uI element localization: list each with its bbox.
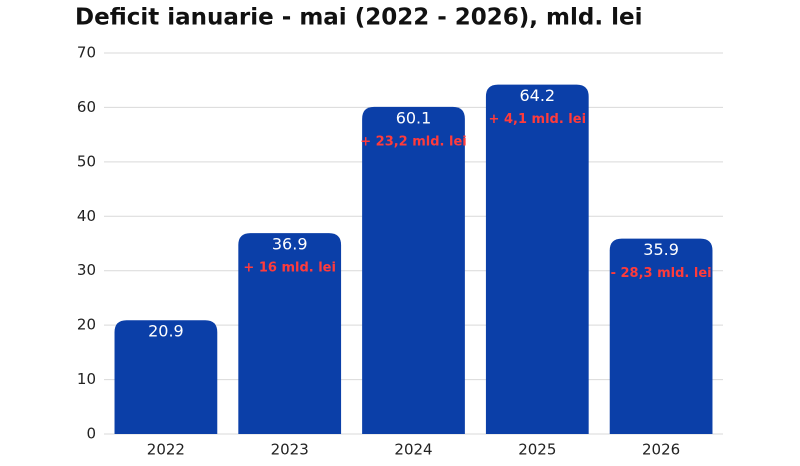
annotation: + 4,1 mld. lei [489, 112, 586, 127]
value-label: 20.9 [148, 322, 184, 341]
bar [114, 320, 218, 434]
annotation: + 23,2 mld. lei [360, 134, 467, 149]
bar [362, 106, 465, 435]
x-tick-label: 2023 [271, 441, 309, 459]
x-tick-label: 2026 [642, 441, 680, 459]
y-tick-label: 50 [77, 152, 96, 170]
y-tick-label: 40 [77, 207, 96, 225]
value-label: 35.9 [643, 240, 679, 259]
bar [238, 233, 342, 434]
bar [609, 238, 713, 434]
value-label: 64.2 [519, 86, 555, 105]
value-label: 36.9 [272, 235, 308, 254]
annotation: - 28,3 mld. lei [611, 266, 712, 281]
x-tick-label: 2022 [147, 441, 185, 459]
y-tick-label: 60 [77, 98, 96, 116]
annotation: + 16 mld. lei [243, 261, 336, 276]
y-tick-label: 10 [77, 370, 96, 388]
x-tick-label: 2024 [394, 441, 432, 459]
chart-title: Deficit ianuarie - mai (2022 - 2026), ml… [75, 5, 642, 31]
value-label: 60.1 [396, 108, 432, 127]
y-tick-label: 70 [77, 44, 96, 62]
y-tick-label: 30 [77, 261, 96, 279]
x-tick-label: 2025 [518, 441, 556, 459]
bar [485, 84, 589, 434]
y-tick-label: 0 [86, 425, 96, 443]
y-tick-label: 20 [77, 316, 96, 334]
